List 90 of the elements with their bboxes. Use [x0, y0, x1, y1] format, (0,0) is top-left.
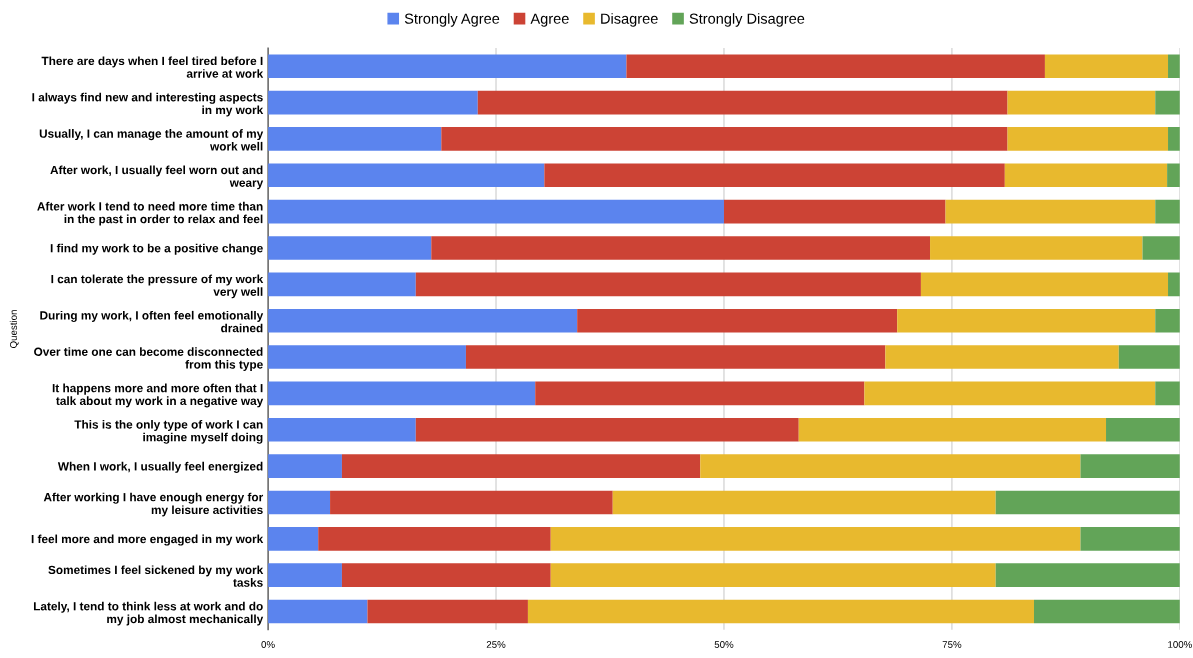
bar	[798, 417, 1107, 442]
bar	[1155, 381, 1180, 406]
y-tick-label: It happens more and more often that I talk about my work in a negative way	[52, 383, 264, 408]
x-tick-label: 25%	[486, 641, 506, 648]
y-tick-label: Lately, I tend to think less at work and do my job almost mechanically	[33, 601, 264, 626]
bar	[268, 345, 466, 369]
legend-label: Agree	[530, 13, 569, 27]
bar	[268, 127, 442, 151]
bar	[1106, 417, 1180, 442]
bar	[1168, 54, 1180, 79]
bar	[1155, 199, 1180, 224]
bar	[1007, 127, 1169, 151]
y-tick-label: Sometimes I feel sickened by my work tasks	[48, 565, 264, 587]
bar	[897, 308, 1156, 333]
y-axis-title: Question	[9, 310, 19, 348]
bar	[415, 272, 921, 297]
bar	[550, 563, 996, 587]
bar	[1142, 236, 1180, 260]
bar	[341, 563, 551, 587]
legend-label: Strongly Disagree	[689, 13, 805, 27]
bar	[268, 381, 536, 406]
bar	[268, 90, 478, 115]
x-tick-label: 50%	[714, 641, 734, 648]
x-tick-label: 75%	[942, 641, 962, 648]
bar	[544, 163, 1005, 188]
bar	[1168, 127, 1180, 151]
bar	[527, 599, 1034, 624]
y-tick-label: When I work, I usually feel energized	[57, 461, 263, 473]
bar	[612, 490, 996, 515]
bar	[268, 236, 432, 260]
bar	[1155, 308, 1180, 333]
bar	[268, 163, 545, 188]
legend-label: Strongly Agree	[404, 13, 500, 27]
bar	[330, 490, 613, 515]
bar	[995, 563, 1180, 587]
bar	[1004, 163, 1168, 188]
bar	[920, 272, 1169, 297]
bar	[268, 527, 319, 551]
bar	[367, 599, 528, 624]
bar	[864, 381, 1156, 406]
bar	[1033, 599, 1180, 624]
bar	[1044, 54, 1169, 79]
bar	[465, 345, 886, 369]
bar	[1118, 345, 1180, 369]
bar	[1155, 90, 1180, 115]
bar	[1080, 527, 1180, 551]
bar	[268, 308, 578, 333]
x-tick-label: 0%	[261, 641, 275, 648]
bar	[268, 199, 724, 224]
bar	[341, 454, 701, 478]
bar	[577, 308, 898, 333]
y-tick-label: I always find new and interesting aspects in my work	[32, 92, 264, 117]
bar	[268, 54, 627, 79]
legend-label: Disagree	[601, 13, 658, 27]
bar	[268, 272, 416, 297]
y-tick-label: I find my work to be a positive change	[50, 243, 263, 255]
bar	[477, 90, 1008, 115]
bar	[1080, 454, 1180, 478]
bar	[885, 345, 1119, 369]
bar	[1168, 272, 1180, 297]
bar	[268, 417, 416, 442]
bar	[995, 490, 1180, 515]
y-tick-label: I can tolerate the pressure of my work very well	[51, 274, 264, 299]
bar	[930, 236, 1143, 260]
bar	[1167, 163, 1180, 188]
bar	[700, 454, 1081, 478]
y-tick-label: After working I have enough energy for my leisure activities	[43, 492, 264, 517]
y-tick-label: There are days when I feel tired before I arrive at work	[41, 56, 264, 78]
bar	[268, 599, 368, 624]
bar	[268, 454, 342, 478]
bar	[431, 236, 931, 260]
y-tick-label: Over time one can become disconnected from this type	[34, 347, 263, 371]
bar	[318, 527, 551, 551]
bar	[945, 199, 1156, 224]
bar	[441, 127, 1008, 151]
y-tick-label: Usually, I can manage the amount of my work well	[39, 129, 264, 151]
bar	[535, 381, 865, 406]
y-tick-label: During my work, I often feel emotionally drained	[40, 310, 264, 333]
bar	[415, 417, 799, 442]
y-tick-label: I feel more and more engaged in my work	[31, 534, 264, 546]
y-tick-label: After work, I usually feel worn out and weary	[50, 165, 264, 190]
bar	[268, 490, 331, 515]
bar	[1007, 90, 1156, 115]
y-tick-label: After work I tend to need more time than in the past in order to relax and feel	[37, 201, 263, 226]
x-tick-label: 100%	[1168, 641, 1192, 648]
bar	[268, 563, 342, 587]
bar	[550, 527, 1081, 551]
bar	[626, 54, 1045, 79]
y-tick-label: This is the only type of work I can imagine myself doing	[74, 419, 263, 444]
bar	[723, 199, 946, 224]
